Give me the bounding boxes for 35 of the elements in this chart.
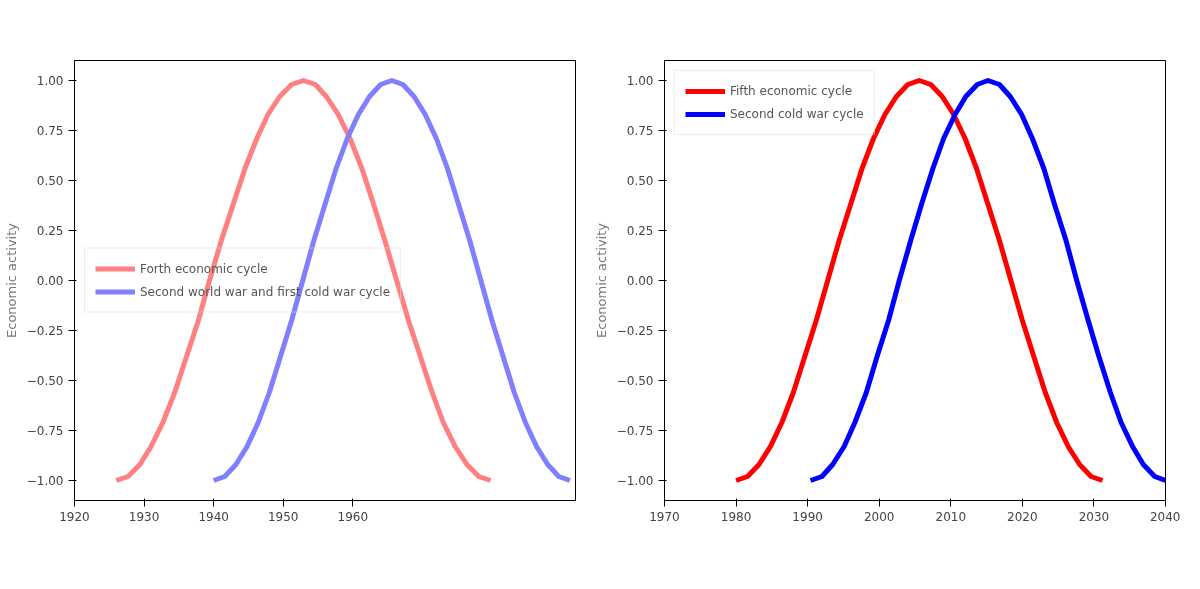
- y-tick-label: 0.75: [36, 124, 64, 138]
- x-tick-label: 1990: [792, 509, 823, 524]
- y-axis-title: Economic activity: [3, 222, 19, 338]
- legend-label: Second cold war cycle: [730, 107, 864, 121]
- x-tick-label: 2000: [863, 509, 895, 524]
- legend-label: Fifth economic cycle: [730, 84, 853, 98]
- y-tick-label: −0.50: [616, 374, 654, 388]
- x-tick-label: 1930: [128, 509, 160, 524]
- y-tick-label: 0.75: [626, 124, 654, 138]
- x-tick-label: 1920: [59, 509, 90, 524]
- y-tick-label: 0.25: [626, 224, 654, 238]
- y-tick-label: −0.75: [616, 424, 654, 438]
- y-tick-label: −0.25: [26, 324, 64, 338]
- y-tick-label: 0.50: [626, 174, 654, 188]
- y-tick-label: 1.00: [626, 74, 654, 88]
- y-tick-label: 0.25: [36, 224, 64, 238]
- x-tick-label: 1940: [198, 509, 229, 524]
- y-tick-label: −0.75: [26, 424, 64, 438]
- x-tick-label: 1970: [649, 509, 680, 524]
- y-tick-label: −1.00: [26, 474, 64, 488]
- y-tick-label: −0.50: [26, 374, 64, 388]
- y-tick-label: 0.50: [36, 174, 64, 188]
- x-tick-label: 2030: [1078, 509, 1110, 524]
- y-tick-label: 0.00: [36, 274, 64, 288]
- y-tick-label: 0.00: [626, 274, 654, 288]
- x-tick-label: 1960: [337, 509, 369, 524]
- y-tick-label: −1.00: [616, 474, 654, 488]
- x-tick-label: 2010: [935, 509, 967, 524]
- x-tick-label: 2020: [1007, 509, 1038, 524]
- x-tick-label: 1950: [267, 509, 299, 524]
- y-axis-title: Economic activity: [593, 222, 609, 338]
- y-tick-label: 1.00: [36, 74, 64, 88]
- y-tick-label: −0.25: [616, 324, 654, 338]
- x-tick-label: 1980: [720, 509, 752, 524]
- x-tick-label: 2040: [1149, 509, 1181, 524]
